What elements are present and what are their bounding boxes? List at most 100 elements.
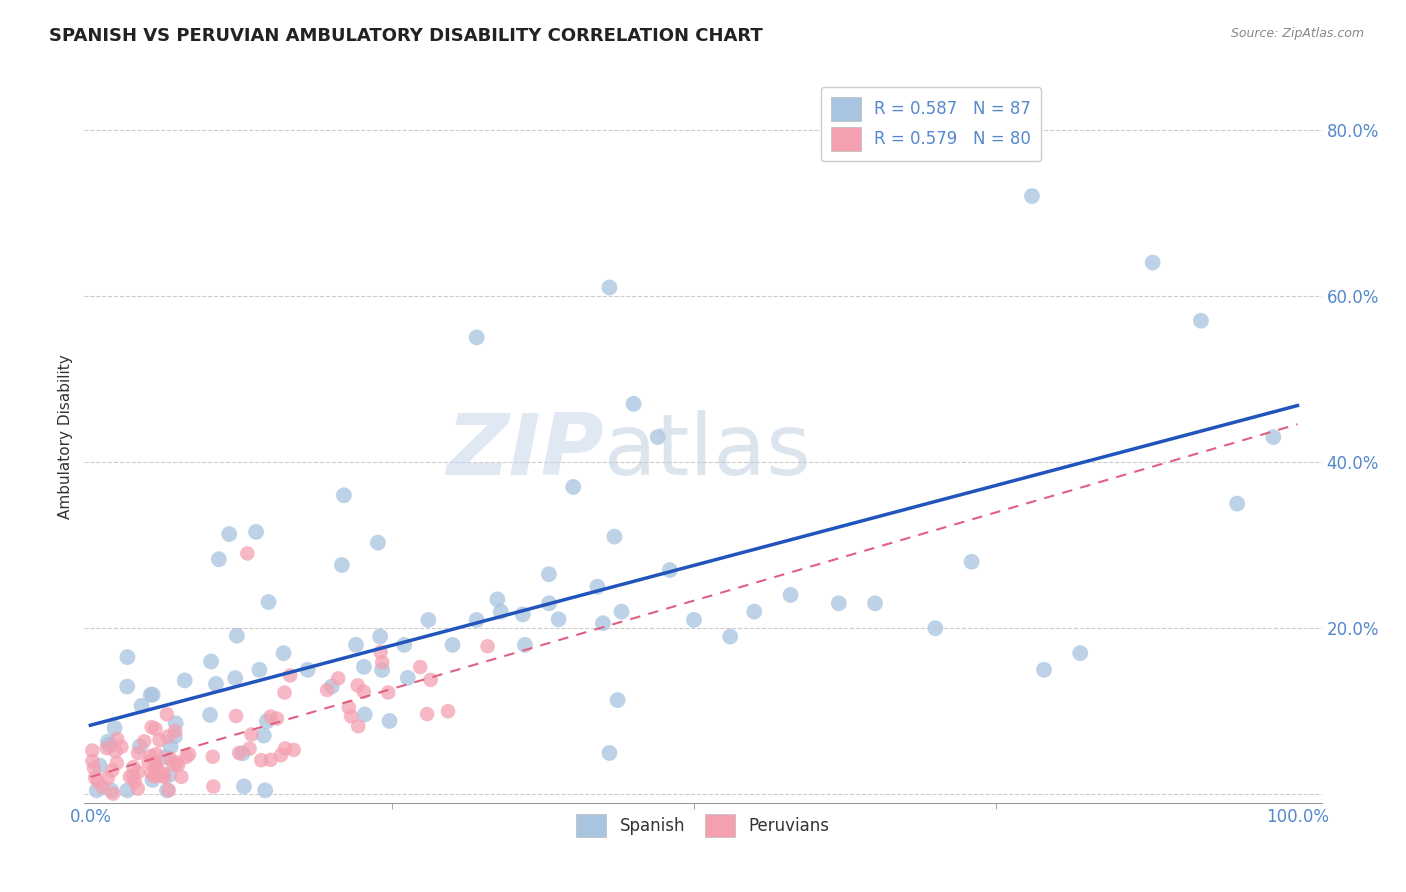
Point: [153, 770, 176, 784]
Point: [598, 280, 620, 294]
Point: [368, 630, 391, 644]
Point: [254, 783, 277, 797]
Text: atlas: atlas: [605, 410, 813, 493]
Point: [240, 727, 263, 741]
Point: [159, 768, 181, 782]
Point: [145, 768, 167, 782]
Point: [225, 709, 247, 723]
Text: Source: ZipAtlas.com: Source: ZipAtlas.com: [1230, 27, 1364, 40]
Point: [166, 756, 188, 770]
Point: [156, 783, 179, 797]
Point: [489, 605, 512, 619]
Point: [155, 750, 177, 764]
Point: [138, 755, 160, 769]
Point: [592, 616, 614, 631]
Point: [157, 783, 180, 797]
Point: [82, 754, 104, 768]
Point: [201, 749, 224, 764]
Point: [110, 739, 132, 754]
Point: [131, 698, 153, 713]
Point: [960, 555, 983, 569]
Point: [202, 780, 225, 794]
Text: SPANISH VS PERUVIAN AMBULATORY DISABILITY CORRELATION CHART: SPANISH VS PERUVIAN AMBULATORY DISABILIT…: [49, 27, 763, 45]
Point: [165, 724, 187, 739]
Point: [170, 770, 193, 784]
Point: [1226, 497, 1249, 511]
Point: [257, 595, 280, 609]
Point: [96, 741, 118, 756]
Point: [260, 753, 283, 767]
Point: [84, 771, 107, 785]
Point: [127, 746, 149, 760]
Point: [156, 730, 179, 744]
Point: [419, 673, 441, 687]
Point: [353, 707, 375, 722]
Point: [163, 729, 186, 743]
Legend: Spanish, Peruvians: Spanish, Peruvians: [568, 805, 838, 846]
Point: [647, 430, 669, 444]
Point: [367, 535, 389, 549]
Point: [623, 397, 645, 411]
Point: [863, 596, 886, 610]
Point: [145, 762, 167, 776]
Point: [225, 629, 247, 643]
Point: [266, 712, 288, 726]
Point: [377, 685, 399, 699]
Point: [141, 720, 163, 734]
Point: [1142, 255, 1164, 269]
Text: ZIP: ZIP: [446, 410, 605, 493]
Point: [167, 757, 190, 772]
Point: [205, 677, 228, 691]
Point: [465, 613, 488, 627]
Point: [370, 645, 392, 659]
Point: [115, 680, 138, 694]
Point: [718, 630, 741, 644]
Point: [173, 673, 195, 688]
Point: [321, 680, 343, 694]
Point: [145, 747, 167, 762]
Point: [273, 646, 295, 660]
Y-axis label: Ambulatory Disability: Ambulatory Disability: [58, 355, 73, 519]
Point: [394, 638, 416, 652]
Point: [236, 546, 259, 560]
Point: [437, 704, 460, 718]
Point: [330, 558, 353, 572]
Point: [103, 721, 125, 735]
Point: [371, 656, 394, 670]
Point: [371, 663, 394, 677]
Point: [233, 780, 256, 794]
Point: [177, 747, 200, 762]
Point: [129, 739, 152, 754]
Point: [1033, 663, 1056, 677]
Point: [606, 693, 628, 707]
Point: [247, 663, 270, 677]
Point: [270, 748, 292, 763]
Point: [274, 741, 297, 756]
Point: [346, 678, 368, 692]
Point: [231, 747, 253, 761]
Point: [283, 743, 305, 757]
Point: [538, 596, 561, 610]
Point: [378, 714, 401, 728]
Point: [152, 766, 174, 780]
Point: [245, 524, 267, 539]
Point: [87, 774, 110, 789]
Point: [139, 688, 162, 702]
Point: [396, 671, 419, 685]
Point: [328, 671, 350, 685]
Point: [586, 580, 609, 594]
Point: [159, 751, 181, 765]
Point: [683, 613, 706, 627]
Point: [333, 488, 356, 502]
Point: [218, 527, 240, 541]
Point: [742, 605, 765, 619]
Point: [176, 749, 198, 764]
Point: [208, 552, 231, 566]
Point: [828, 596, 851, 610]
Point: [253, 729, 276, 743]
Point: [139, 765, 162, 780]
Point: [134, 734, 156, 748]
Point: [105, 756, 128, 770]
Point: [1021, 189, 1043, 203]
Point: [200, 655, 222, 669]
